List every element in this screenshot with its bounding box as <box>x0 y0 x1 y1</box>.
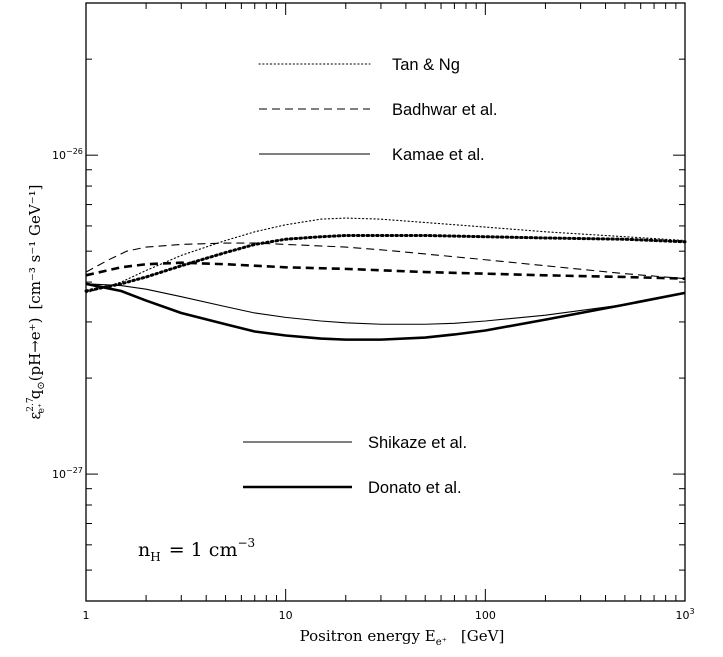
tick-labels: 1 10 100 103 10−26 10−27 <box>52 147 695 622</box>
legend-label: Badhwar et al. <box>392 101 497 119</box>
series-line-solid-thin <box>85 283 686 325</box>
x-tick-label: 1 <box>83 609 90 622</box>
x-tick-label: 103 <box>675 607 694 622</box>
y-tick-label: 10−27 <box>52 466 83 481</box>
legend: Tan & Ng Badhwar et al. Kamae et al. Shikaz… <box>243 56 497 497</box>
legend-label: Donato et al. <box>368 479 462 497</box>
axis-ticks <box>86 2 685 602</box>
x-tick-label: 100 <box>475 609 496 622</box>
series-line-dotted-thin <box>85 217 686 294</box>
series-group <box>84 217 687 341</box>
y-tick-label: 10−26 <box>52 147 83 162</box>
series-line-solid-thick <box>85 282 686 341</box>
x-axis-title: Positron energy Ee⁺ [GeV] <box>300 627 505 648</box>
series-line-dotted-thick <box>84 233 687 293</box>
series-line-dashed-thin <box>85 242 686 280</box>
legend-label: Shikaze et al. <box>368 434 467 452</box>
density-annotation: nH = 1 cm−3 <box>138 536 255 564</box>
plot-frame <box>85 2 686 602</box>
legend-label: Kamae et al. <box>392 146 485 164</box>
series-line-dashed-thick <box>85 261 686 280</box>
y-axis-title: ε2.7e⁺q⊙(pH→e⁺)[cm⁻³ s⁻¹ GeV⁻¹] <box>26 185 47 420</box>
legend-label: Tan & Ng <box>392 56 460 74</box>
x-tick-label: 10 <box>279 609 293 622</box>
